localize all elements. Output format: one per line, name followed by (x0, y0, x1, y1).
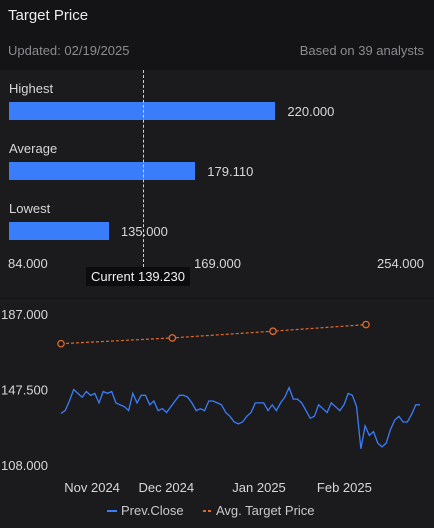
x-tick-label: Jan 2025 (232, 480, 286, 495)
avg-target-marker (269, 327, 277, 336)
axis-min-tick: 84.000 (8, 256, 48, 271)
x-tick-label: Feb 2025 (317, 480, 372, 495)
analyst-count: Based on 39 analysts (299, 43, 424, 58)
updated-value: 02/19/2025 (64, 43, 130, 58)
axis-mid-tick: 169.000 (194, 256, 241, 271)
average-label: Average (9, 141, 58, 156)
highest-bar (9, 102, 276, 120)
updated-label: Updated: (8, 43, 61, 58)
avg-target-marker (362, 320, 370, 329)
highest-label: Highest (9, 81, 54, 96)
x-tick-label: Dec 2024 (138, 480, 194, 495)
price-history-panel (0, 299, 434, 528)
y-tick-label: 147.500 (1, 383, 48, 398)
legend-avg-target[interactable]: Avg. Target Price (216, 503, 315, 518)
lowest-value: 135.000 (120, 224, 168, 239)
highest-value: 220.000 (287, 104, 335, 119)
y-tick-label: 187.000 (1, 307, 48, 322)
avg-target-marker (57, 339, 65, 348)
current-price-label: Current 139.230 (86, 267, 190, 286)
legend-prev-close[interactable]: Prev.Close (121, 503, 184, 518)
avg-target-marker (168, 334, 177, 342)
average-bar (9, 162, 196, 180)
avg-target-line (60, 324, 367, 345)
x-tick-label: Nov 2024 (64, 480, 120, 495)
y-tick-label: 108.000 (1, 458, 48, 473)
current-price-line (143, 70, 144, 267)
lowest-label: Lowest (9, 201, 51, 216)
updated-date: Updated: 02/19/2025 (8, 43, 129, 58)
axis-max-tick: 254.000 (377, 256, 424, 271)
page-title: Target Price (8, 7, 89, 24)
average-value: 179.110 (207, 164, 254, 179)
prev-close-line (60, 385, 420, 449)
lowest-bar (9, 222, 109, 240)
